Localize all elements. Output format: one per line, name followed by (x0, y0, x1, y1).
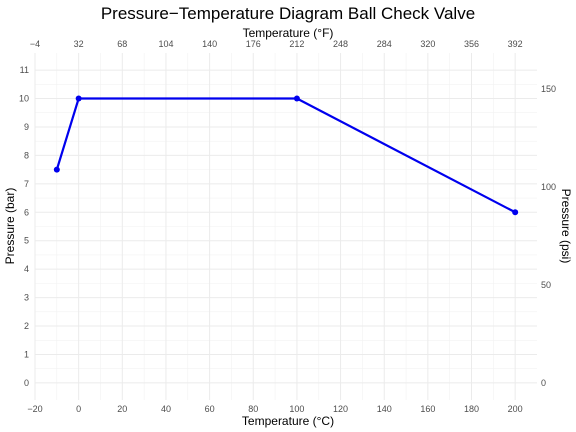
y-axis-title: Pressure (bar) (3, 188, 17, 265)
x-tick-label: 140 (377, 404, 392, 414)
y-tick-label: 11 (20, 65, 29, 75)
x2-tick-label: 212 (289, 39, 304, 49)
x-axis-title: Temperature (°C) (242, 414, 334, 428)
y2-tick-label: 100 (541, 182, 556, 192)
series-layer (53, 95, 519, 216)
x-tick-label: 20 (117, 404, 127, 414)
y-tick-label: 8 (24, 150, 29, 160)
x2-tick-label: 284 (377, 39, 392, 49)
y-tick-label: 3 (24, 293, 29, 303)
x2-axis-title: Temperature (°F) (243, 26, 334, 40)
data-point (512, 209, 519, 216)
x-tick-label: −20 (27, 404, 42, 414)
x2-tick-label: −4 (30, 39, 40, 49)
x-tick-label: 120 (333, 404, 348, 414)
chart-title: Pressure−Temperature Diagram Ball Check … (101, 4, 475, 23)
x2-tick-label: 68 (117, 39, 127, 49)
x-tick-label: 200 (508, 404, 523, 414)
x2-tick-label: 104 (158, 39, 173, 49)
x2-tick-label: 356 (464, 39, 479, 49)
x-tick-label: 160 (420, 404, 435, 414)
x2-tick-label: 392 (508, 39, 523, 49)
y2-tick-label: 50 (541, 280, 551, 290)
x-tick-label: 180 (464, 404, 479, 414)
x-tick-label: 60 (205, 404, 215, 414)
y-tick-label: 10 (19, 94, 29, 104)
x2-tick-label: 248 (333, 39, 348, 49)
y-tick-label: 2 (24, 321, 29, 331)
x2-tick-label: 320 (420, 39, 435, 49)
x2-tick-label: 140 (202, 39, 217, 49)
y-tick-label: 5 (24, 236, 29, 246)
y-tick-label: 0 (24, 378, 29, 388)
x-tick-label: 0 (76, 404, 81, 414)
y2-tick-label: 150 (541, 84, 556, 94)
tick-labels: −20 0 20 40 60 80 100 120 140 160 180 2000123456789… (19, 39, 556, 414)
x-tick-label: 80 (248, 404, 258, 414)
y-tick-label: 9 (24, 122, 29, 132)
data-point (293, 95, 300, 102)
y-tick-label: 7 (24, 179, 29, 189)
data-point (75, 95, 82, 102)
series-line (55, 97, 516, 214)
x2-tick-label: 176 (246, 39, 261, 49)
data-point (53, 166, 60, 173)
y-tick-label: 1 (24, 349, 29, 359)
y2-axis-title: Pressure (psi) (559, 189, 573, 264)
grid (34, 53, 537, 400)
y-tick-label: 6 (24, 207, 29, 217)
y-tick-label: 4 (24, 264, 29, 274)
x-tick-label: 40 (161, 404, 171, 414)
x2-tick-label: 32 (74, 39, 84, 49)
y2-tick-label: 0 (541, 378, 546, 388)
x-tick-label: 100 (289, 404, 304, 414)
